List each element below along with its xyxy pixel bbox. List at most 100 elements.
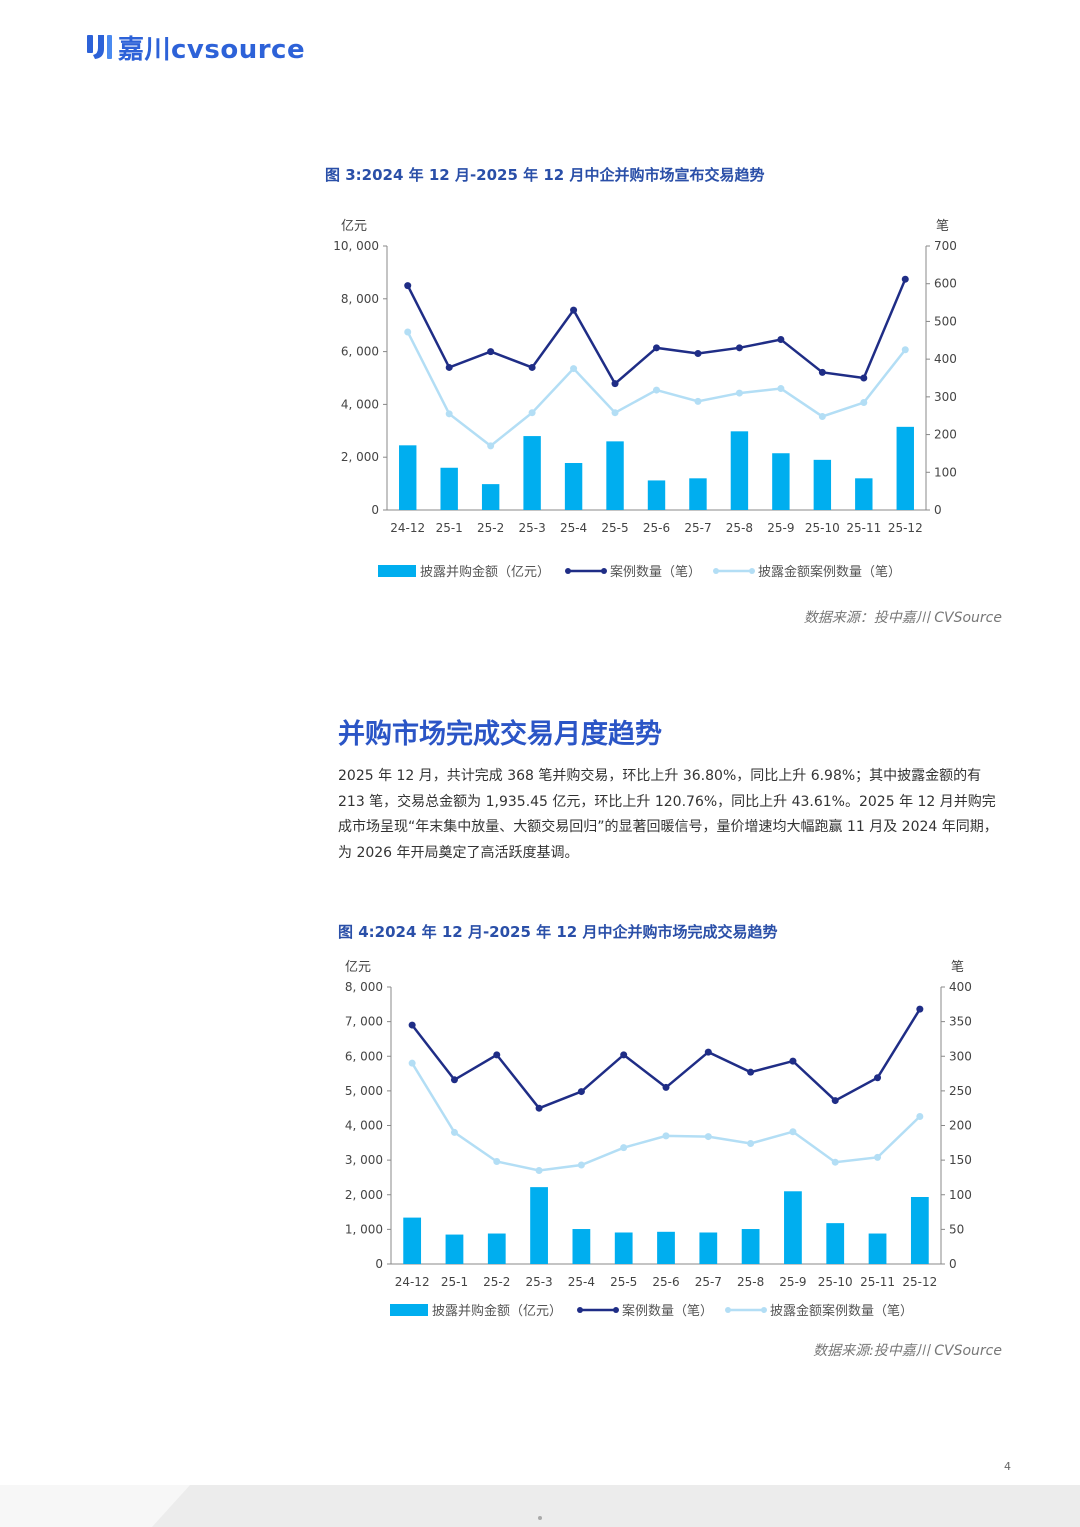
bar	[606, 441, 624, 510]
x-tick-label: 25-9	[767, 521, 794, 535]
case-count-point	[450, 1076, 458, 1084]
right-axis-unit: 笔	[936, 218, 949, 234]
bar	[826, 1223, 845, 1264]
x-tick-label: 25-10	[805, 521, 840, 535]
case-count-point	[528, 363, 536, 371]
disclosed-case-point	[777, 385, 785, 393]
legend-case-swatch-dot	[565, 568, 571, 574]
right-tick-label: 300	[934, 390, 957, 404]
case-count-point	[404, 282, 412, 290]
bar	[868, 1233, 887, 1264]
right-axis-unit: 笔	[951, 959, 964, 975]
bar	[523, 436, 541, 510]
case-count-point	[662, 1083, 670, 1091]
bar	[399, 445, 417, 510]
case-count-point	[577, 1088, 585, 1096]
footer-accent	[0, 1485, 190, 1527]
x-tick-label: 24-12	[395, 1275, 430, 1289]
left-axis-unit: 亿元	[345, 960, 371, 975]
left-tick-label: 10, 000	[333, 239, 379, 253]
case-count-point	[747, 1068, 755, 1076]
figure3-source: 数据来源：投中嘉川 CVSource	[803, 610, 1002, 626]
left-tick-label: 0	[375, 1257, 383, 1271]
right-tick-label: 500	[934, 314, 957, 328]
case-count-point	[487, 348, 495, 356]
footer-dot	[538, 1516, 542, 1520]
left-tick-label: 7, 000	[345, 1015, 383, 1029]
disclosed-case-point	[535, 1167, 543, 1175]
case-count-point	[831, 1097, 839, 1105]
case-count-line	[411, 1008, 921, 1110]
disclosed-case-point	[831, 1158, 839, 1166]
bar	[741, 1229, 760, 1264]
case-count-point	[535, 1104, 543, 1112]
bar	[614, 1232, 633, 1264]
left-tick-label: 0	[371, 503, 379, 517]
disclosed-case-point	[620, 1144, 628, 1152]
case-count-point	[445, 363, 453, 371]
section-title: 并购市场完成交易月度趋势	[338, 719, 662, 750]
disclosed-case-point	[901, 346, 909, 354]
bar	[487, 1233, 506, 1264]
logo-mark-icon	[87, 35, 112, 59]
bar	[481, 484, 500, 510]
legend-label: 披露金额案例数量（笔）	[770, 1303, 913, 1319]
disclosed-case-point	[493, 1158, 501, 1166]
disclosed-case-point	[916, 1112, 924, 1120]
x-tick-label: 25-11	[860, 1275, 895, 1289]
disclosed-case-point	[735, 389, 743, 397]
right-tick-label: 100	[934, 465, 957, 479]
bar	[896, 426, 914, 510]
section-paragraph: 2025 年 12 月，共计完成 368 笔并购交易，环比上升 36.80%，同…	[338, 768, 998, 861]
figure3-title: 图 3:2024 年 12 月-2025 年 12 月中企并购市场宣布交易趋势	[325, 166, 765, 184]
case-count-line	[406, 278, 907, 386]
bar	[657, 1231, 675, 1264]
left-tick-label: 4, 000	[345, 1119, 383, 1133]
left-tick-label: 2, 000	[345, 1188, 383, 1202]
case-count-point	[818, 368, 826, 376]
right-tick-label: 0	[949, 1257, 957, 1271]
right-tick-label: 350	[949, 1015, 972, 1029]
legend-label: 案例数量（笔）	[610, 564, 701, 580]
right-tick-label: 300	[949, 1049, 972, 1063]
bar	[910, 1197, 929, 1264]
case-count-point	[570, 306, 578, 314]
x-tick-label: 25-12	[888, 521, 923, 535]
legend-case-swatch-dot	[577, 1307, 583, 1313]
bar	[772, 453, 790, 510]
disclosed-case-point	[611, 409, 619, 417]
bar	[813, 459, 832, 510]
case-count-point	[874, 1074, 882, 1082]
left-tick-label: 8, 000	[345, 980, 383, 994]
bar	[730, 431, 749, 510]
case-count-point	[653, 344, 660, 352]
legend-disclosed-swatch-dot	[761, 1307, 767, 1313]
disclosed-case-point	[653, 386, 660, 394]
legend-case-swatch-dot	[601, 568, 607, 574]
x-tick-label: 25-5	[610, 1275, 637, 1289]
left-axis-unit: 亿元	[341, 219, 367, 234]
disclosed-case-point	[404, 328, 412, 336]
bar	[689, 478, 707, 510]
legend-label: 披露金额案例数量（笔）	[758, 564, 901, 580]
x-tick-label: 25-4	[560, 521, 587, 535]
case-count-point	[789, 1057, 797, 1065]
case-count-point	[735, 344, 743, 352]
bar	[647, 480, 666, 510]
bar	[403, 1217, 422, 1264]
legend-disclosed-swatch-dot	[749, 568, 755, 574]
right-tick-label: 200	[949, 1119, 972, 1133]
case-count-point	[916, 1005, 924, 1013]
bar	[784, 1191, 802, 1264]
logo-text: 嘉川cvsource	[118, 34, 306, 65]
x-tick-label: 25-4	[568, 1275, 595, 1289]
left-tick-label: 6, 000	[345, 1049, 383, 1063]
legend-label: 案例数量（笔）	[622, 1303, 713, 1319]
right-tick-label: 600	[934, 277, 957, 291]
case-count-point	[620, 1051, 628, 1059]
x-tick-label: 25-6	[643, 521, 670, 535]
x-tick-label: 25-1	[441, 1275, 468, 1289]
legend-label: 披露并购金额（亿元）	[432, 1303, 562, 1319]
disclosed-case-line	[411, 1062, 921, 1172]
case-count-point	[694, 349, 702, 357]
